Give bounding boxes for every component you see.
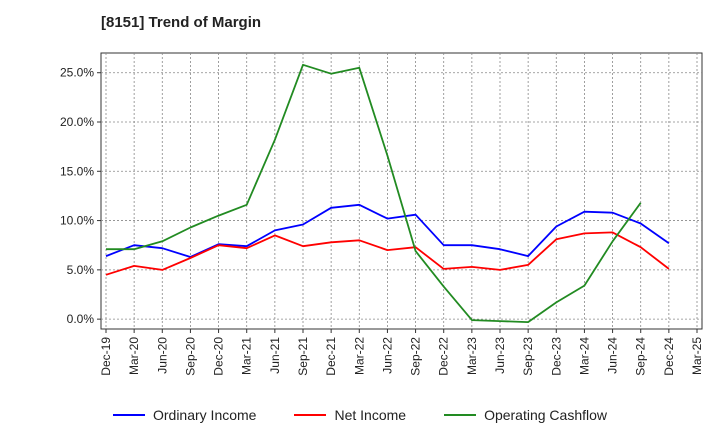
x-axis-ticks: Dec-19 Mar-20 Jun-20 Sep-20 Dec-20 Mar-21 Jun-… [99,329,704,376]
y-tick-label: 25.0% [60,66,94,80]
legend-label-operating-cashflow: Operating Cashflow [484,407,608,423]
x-tick-label: Jun-24 [606,337,620,374]
x-tick-label: Mar-23 [465,337,479,375]
legend-swatch-ordinary-income [112,414,145,416]
x-tick-label: Jun-21 [268,337,282,374]
x-tick-label: Dec-23 [549,337,563,376]
x-tick-label: Dec-22 [437,337,451,376]
series-lines [105,63,670,324]
x-tick-label: Sep-23 [521,337,535,376]
legend-item-net-income: Net Income [294,402,406,428]
x-tick-label: Sep-20 [183,337,197,376]
x-tick-label: Dec-21 [324,337,338,376]
x-tick-label: Sep-21 [296,337,310,376]
legend-swatch-net-income [294,414,327,416]
x-tick-label: Jun-22 [380,337,394,374]
y-tick-label: 10.0% [60,214,94,228]
y-tick-label: 15.0% [60,164,94,178]
x-tick-label: Mar-20 [127,337,141,375]
series-line-net-income [105,231,670,276]
x-tick-label: Dec-20 [212,337,226,376]
y-tick-label: 5.0% [67,263,95,277]
x-tick-label: Dec-19 [99,337,113,376]
series-line-ordinary-income [105,203,670,258]
x-tick-label: Sep-22 [409,337,423,376]
legend-label-ordinary-income: Ordinary Income [152,407,257,423]
x-tick-label: Mar-25 [690,337,704,375]
legend-item-ordinary-income: Ordinary Income [112,402,257,428]
legend-label-net-income: Net Income [334,407,407,423]
x-tick-label: Dec-24 [662,337,676,376]
x-tick-label: Sep-24 [634,337,648,376]
y-tick-label: 0.0% [67,312,95,326]
legend: Ordinary Income Net Income Operating Cas… [0,402,720,428]
grid-lines [101,53,702,329]
y-tick-label: 20.0% [60,115,94,129]
margin-line-chart: 0.0% 5.0% 10.0% 15.0% 20.0% 25.0% Dec-19 Mar-2… [60,52,704,376]
x-tick-label: Jun-23 [493,337,507,374]
x-tick-label: Mar-22 [352,337,366,375]
legend-item-operating-cashflow: Operating Cashflow [444,402,607,428]
x-tick-label: Jun-20 [155,337,169,374]
plot-area [100,52,703,330]
chart-title: [8151] Trend of Margin [101,14,262,31]
x-tick-label: Mar-24 [577,337,591,375]
series-line-operating-cashflow [106,63,642,324]
y-axis-ticks: 0.0% 5.0% 10.0% 15.0% 20.0% 25.0% [60,66,101,326]
x-tick-label: Mar-21 [240,337,254,375]
legend-swatch-operating-cashflow [444,414,477,416]
